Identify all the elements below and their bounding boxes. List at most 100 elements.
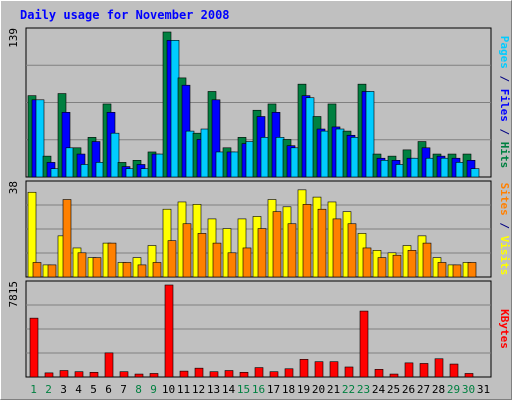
x-tick-label-1: 1 xyxy=(30,383,37,396)
bar-kbytes-day-11 xyxy=(179,370,189,378)
bar-kbytes-day-7 xyxy=(119,371,129,378)
panels: 139 Pages / Files / Hits 38 Sites / Visits 7… xyxy=(7,27,511,378)
x-tick-label-26: 26 xyxy=(402,383,415,396)
bar-pages-day-1 xyxy=(35,99,45,178)
bar-kbytes-day-15 xyxy=(239,371,249,378)
x-tick-label-8: 8 xyxy=(135,383,142,396)
bar-pages-day-23 xyxy=(365,91,375,178)
y-axis-label-part: KBytes xyxy=(498,309,511,349)
y-axis-label-part: Pages xyxy=(498,36,511,69)
bar-kbytes-day-17 xyxy=(269,371,279,378)
y-axis-label-part: Sites xyxy=(498,183,511,216)
bar-sites-day-13 xyxy=(212,242,222,278)
x-tick-label-3: 3 xyxy=(60,383,67,396)
y-axis-label-part: Files xyxy=(498,89,511,122)
bar-pages-day-30 xyxy=(470,168,480,178)
bar-kbytes-day-18 xyxy=(284,368,294,378)
x-tick-label-17: 17 xyxy=(267,383,280,396)
bar-visits-day-1 xyxy=(27,191,37,278)
bar-kbytes-day-26 xyxy=(404,362,414,378)
bar-sites-day-28 xyxy=(437,262,447,278)
bar-sites-day-4 xyxy=(77,252,87,278)
bar-kbytes-day-24 xyxy=(374,369,384,378)
x-tick-label-14: 14 xyxy=(222,383,236,396)
bar-kbytes-day-20 xyxy=(314,361,324,378)
x-tick-label-10: 10 xyxy=(162,383,175,396)
x-tick-label-22: 22 xyxy=(342,383,355,396)
bar-sites-day-10 xyxy=(167,240,177,278)
bar-sites-day-17 xyxy=(272,211,282,278)
bar-sites-day-27 xyxy=(422,242,432,278)
x-tick-label-11: 11 xyxy=(177,383,190,396)
x-tick-label-28: 28 xyxy=(432,383,445,396)
bar-sites-day-8 xyxy=(137,264,147,278)
chart-title: Daily usage for November 2008 xyxy=(20,8,230,22)
bar-kbytes-day-6 xyxy=(104,352,114,378)
bar-kbytes-day-4 xyxy=(74,371,84,378)
bar-sites-day-7 xyxy=(122,262,132,278)
bar-sites-day-11 xyxy=(182,223,192,278)
bar-kbytes-day-13 xyxy=(209,371,219,378)
x-tick-label-9: 9 xyxy=(150,383,157,396)
bar-sites-day-18 xyxy=(287,223,297,278)
x-tick-label-24: 24 xyxy=(372,383,386,396)
panel-2: 38 Sites / Visits xyxy=(7,180,511,278)
x-tick-label-16: 16 xyxy=(252,383,265,396)
y-axis-label-part: / xyxy=(498,122,511,142)
y-axis-label-part: Hits xyxy=(498,142,511,169)
panel-3: 7815 KBytes xyxy=(7,280,511,378)
bar-sites-day-16 xyxy=(257,228,267,278)
y-axis-label-part: Visits xyxy=(498,236,511,276)
x-tick-label-2: 2 xyxy=(45,383,52,396)
x-tick-label-18: 18 xyxy=(282,383,295,396)
x-tick-label-25: 25 xyxy=(387,383,400,396)
bar-kbytes-day-22 xyxy=(344,366,354,378)
bar-kbytes-day-5 xyxy=(89,371,99,378)
bar-sites-day-25 xyxy=(392,254,402,278)
y-max-label: 139 xyxy=(7,28,20,48)
y-axis-label: Sites / Visits xyxy=(498,183,511,276)
x-tick-label-15: 15 xyxy=(237,383,250,396)
x-tick-label-4: 4 xyxy=(75,383,82,396)
bar-sites-day-3 xyxy=(62,199,72,278)
bar-kbytes-day-23 xyxy=(359,310,369,378)
bar-sites-day-1 xyxy=(32,262,42,278)
bar-sites-day-21 xyxy=(332,218,342,278)
bar-sites-day-22 xyxy=(347,223,357,278)
y-axis-label-part: / xyxy=(498,216,511,236)
bar-sites-day-12 xyxy=(197,233,207,278)
bar-kbytes-day-9 xyxy=(149,373,159,378)
bar-sites-day-26 xyxy=(407,250,417,278)
x-tick-label-21: 21 xyxy=(327,383,340,396)
bar-sites-day-14 xyxy=(227,252,237,278)
x-tick-label-27: 27 xyxy=(417,383,430,396)
bar-sites-day-20 xyxy=(317,208,327,278)
bar-kbytes-day-28 xyxy=(434,358,444,378)
bar-kbytes-day-12 xyxy=(194,367,204,378)
bar-sites-day-29 xyxy=(452,264,462,278)
x-tick-label-6: 6 xyxy=(105,383,112,396)
bar-pages-day-6 xyxy=(110,132,120,178)
bar-kbytes-day-30 xyxy=(464,373,474,378)
bar-kbytes-day-14 xyxy=(224,370,234,378)
x-tick-label-23: 23 xyxy=(357,383,370,396)
x-tick-label-19: 19 xyxy=(297,383,310,396)
bar-kbytes-day-27 xyxy=(419,363,429,378)
bar-kbytes-day-16 xyxy=(254,367,264,378)
y-axis-label: KBytes xyxy=(498,309,511,349)
bar-kbytes-day-2 xyxy=(44,372,54,378)
bar-kbytes-day-1 xyxy=(29,317,39,378)
bar-sites-day-30 xyxy=(467,262,477,278)
panel-1: 139 Pages / Files / Hits xyxy=(7,27,511,178)
y-axis-label: Pages / Files / Hits xyxy=(498,36,511,169)
x-tick-label-5: 5 xyxy=(90,383,97,396)
x-tick-label-7: 7 xyxy=(120,383,127,396)
bar-kbytes-day-3 xyxy=(59,370,69,378)
x-tick-label-29: 29 xyxy=(447,383,460,396)
bar-sites-day-9 xyxy=(152,262,162,278)
y-max-label: 7815 xyxy=(7,281,20,308)
bar-sites-day-15 xyxy=(242,247,252,278)
bar-kbytes-day-25 xyxy=(389,373,399,378)
